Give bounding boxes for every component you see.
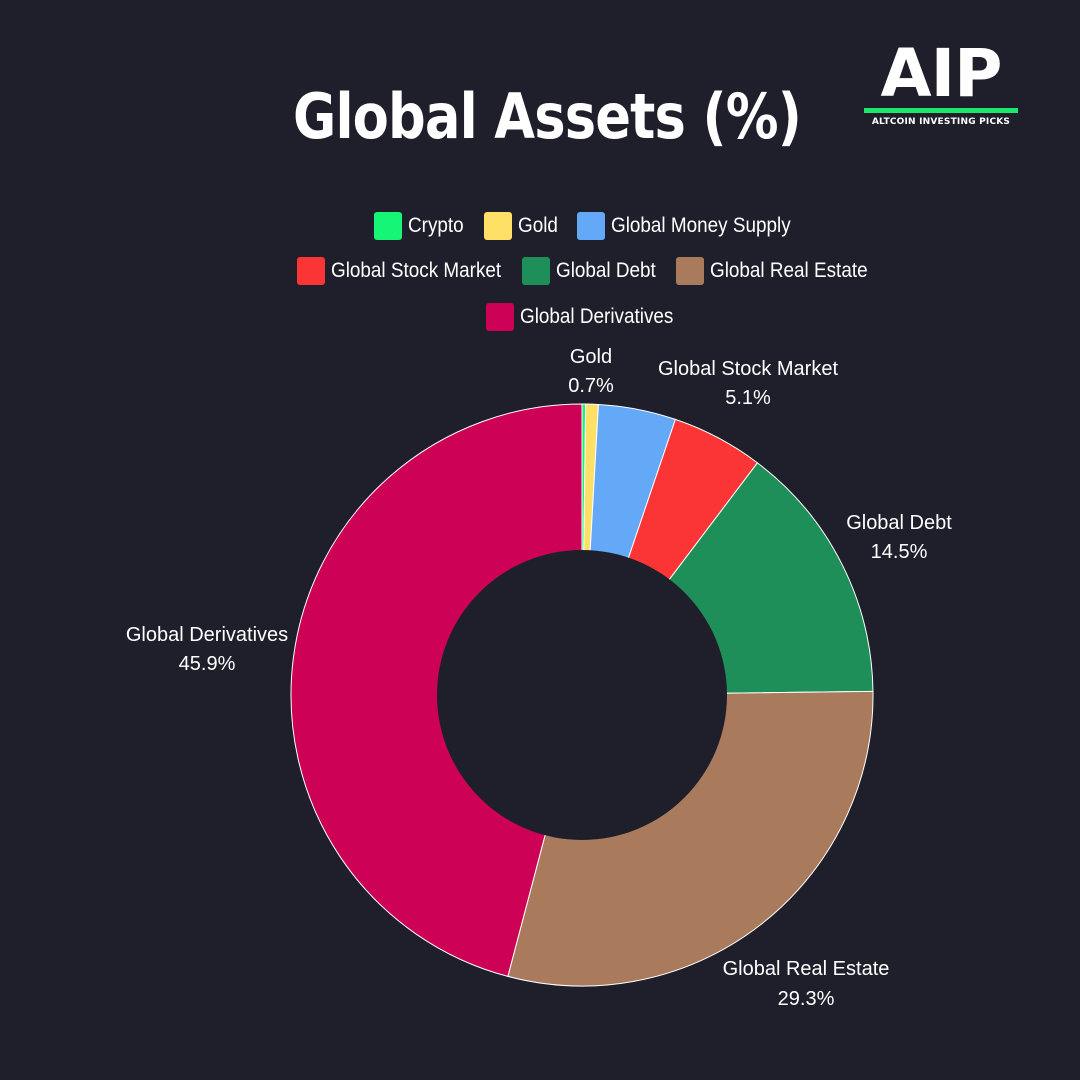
slice-label-name: Gold: [570, 346, 612, 368]
slice-label-value: 45.9%: [179, 653, 236, 675]
donut-hole: [437, 550, 727, 840]
legend-swatch: [522, 257, 550, 285]
legend-label: Gold: [518, 214, 558, 237]
legend-swatch: [486, 303, 514, 331]
slice-label-name: Global Real Estate: [723, 958, 890, 980]
slice-label-name: Global Derivatives: [126, 624, 288, 646]
legend-swatch: [374, 212, 402, 240]
legend-label: Global Stock Market: [331, 259, 502, 282]
slice-label-global-real-estate: Global Real Estate 29.3%: [723, 958, 890, 1010]
legend-label: Global Debt: [556, 259, 656, 282]
legend-label: Crypto: [408, 214, 464, 237]
slice-label-name: Global Debt: [846, 512, 952, 534]
slice-label-value: 0.7%: [568, 375, 614, 397]
slice-label-global-stock-market: Global Stock Market 5.1%: [658, 358, 839, 409]
legend-item-global-real-estate: Global Real Estate: [676, 256, 885, 286]
legend-swatch: [577, 212, 605, 240]
slice-label-global-debt: Global Debt 14.5%: [846, 512, 952, 563]
legend-item-crypto: Crypto: [374, 211, 470, 241]
chart-title: Global Assets (%): [293, 80, 802, 153]
brand-logo: AIP ALTCOIN INVESTING PICKS: [862, 35, 1020, 134]
legend-label: Global Derivatives: [520, 305, 674, 328]
slice-label-value: 5.1%: [725, 387, 771, 409]
legend-label: Global Money Supply: [611, 214, 791, 237]
logo-underline: [864, 108, 1018, 113]
legend-item-global-money-supply: Global Money Supply: [577, 211, 811, 241]
legend-swatch: [297, 257, 325, 285]
legend-swatch: [676, 257, 704, 285]
slice-label-value: 29.3%: [778, 988, 835, 1010]
slice-label-value: 14.5%: [871, 541, 928, 563]
slice-label-gold: Gold 0.7%: [568, 346, 614, 397]
logo-tagline: ALTCOIN INVESTING PICKS: [871, 117, 1011, 127]
logo-mark: AIP: [880, 35, 1002, 112]
legend-item-gold: Gold: [484, 211, 562, 241]
slice-label-global-derivatives: Global Derivatives 45.9%: [126, 624, 288, 675]
legend-item-global-derivatives: Global Derivatives: [486, 302, 690, 332]
slice-global-derivatives: [290, 403, 583, 978]
legend-swatch: [484, 212, 512, 240]
legend-label: Global Real Estate: [710, 259, 868, 282]
legend-item-global-debt: Global Debt: [522, 256, 667, 286]
slice-label-name: Global Stock Market: [658, 358, 839, 380]
legend-item-global-stock-market: Global Stock Market: [297, 256, 520, 286]
